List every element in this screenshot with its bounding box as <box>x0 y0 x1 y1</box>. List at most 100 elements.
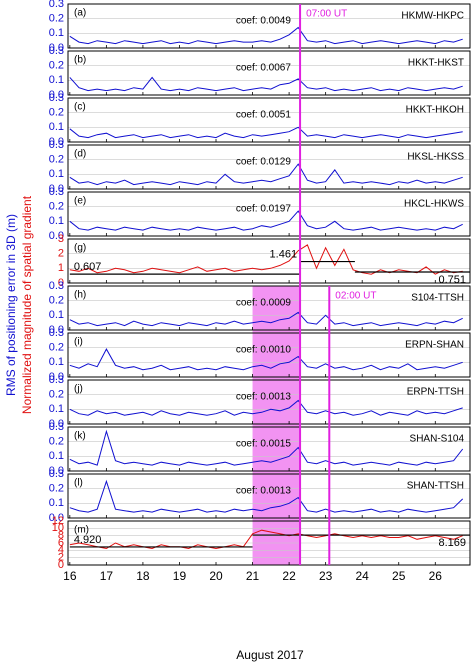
y-tick-label: 2 <box>58 552 64 564</box>
panel-tag: (d) <box>74 149 86 160</box>
station-pair: HKCL-HKWS <box>404 199 464 210</box>
y-tick-label: 0.1 <box>49 309 64 321</box>
x-tick-label: 21 <box>246 569 260 583</box>
x-tick-label: 23 <box>319 569 333 583</box>
y-tick-label: 0.2 <box>49 295 64 307</box>
station-pair: ERPN-TTSH <box>407 387 464 398</box>
y-tick-label: 0.3 <box>49 327 64 339</box>
y-tick-label: 0.1 <box>49 168 64 180</box>
x-tick-label: 17 <box>100 569 114 583</box>
data-line <box>69 26 463 45</box>
y-tick-label: 0.3 <box>49 280 64 292</box>
panel-frame <box>67 50 471 96</box>
y-tick-label: 0.3 <box>49 92 64 104</box>
y-tick-label: 0.2 <box>49 154 64 166</box>
panel-frame <box>67 191 471 237</box>
shaded-interval <box>252 286 301 565</box>
panel-tag: (a) <box>74 8 86 19</box>
y-tick-label: 4 <box>58 544 64 556</box>
mean-label: 1.461 <box>270 248 298 260</box>
panel-tag: (c) <box>74 102 86 113</box>
y-tick-label: 0.2 <box>49 389 64 401</box>
y-tick-label: 0.2 <box>49 107 64 119</box>
y-tick-label: 0.2 <box>49 201 64 213</box>
x-tick-label: 16 <box>63 569 77 583</box>
x-tick-label: 20 <box>209 569 223 583</box>
coef-label: coef: 0.0015 <box>236 439 291 450</box>
y-tick-label: 3 <box>58 233 64 245</box>
data-line <box>69 429 464 466</box>
y-tick-label: 0.3 <box>49 45 64 57</box>
y-tick-label: 0.2 <box>49 483 64 495</box>
coef-label: coef: 0.0067 <box>236 63 291 74</box>
y-tick-label: 0.0 <box>49 183 64 195</box>
station-pair: HKMW-HKPC <box>401 11 464 22</box>
station-pair: S104-TTSH <box>411 293 464 304</box>
panel-frame <box>67 473 471 519</box>
panel-frame <box>67 285 471 331</box>
y-tick-label: 0.1 <box>49 356 64 368</box>
data-line <box>69 399 463 416</box>
panel-tag: (i) <box>74 337 83 348</box>
coef-label: coef: 0.0049 <box>236 16 291 27</box>
y-tick-label: 6 <box>58 537 64 549</box>
data-line <box>69 210 463 231</box>
panel-frame <box>67 520 471 566</box>
coef-label: coef: 0.0197 <box>236 204 291 215</box>
event-label: 02:00 UT <box>335 291 376 302</box>
y-tick-label: 0.0 <box>49 136 64 148</box>
mean-label: 0.607 <box>74 261 102 273</box>
y-tick-label: 8 <box>58 530 64 542</box>
y-tick-label: 0.3 <box>49 186 64 198</box>
event-label: 07:00 UT <box>306 9 347 20</box>
data-line <box>69 76 463 92</box>
station-pair: SHAN-S104 <box>410 434 465 445</box>
y-tick-label: 0.0 <box>49 371 64 383</box>
coef-label: coef: 0.0051 <box>236 110 291 121</box>
station-pair: ERPN-SHAN <box>405 340 464 351</box>
y-tick-label: 0.1 <box>49 450 64 462</box>
y-tick-label: 0.3 <box>49 374 64 386</box>
y-tick-label: 0.2 <box>49 60 64 72</box>
data-line <box>69 311 463 327</box>
panel-frame <box>67 144 471 190</box>
x-tick-label: 22 <box>282 569 296 583</box>
panel-tag: (g) <box>74 243 86 254</box>
y-tick-label: 2 <box>58 248 64 260</box>
y-tick-label: 0.0 <box>49 418 64 430</box>
y-tick-label: 0.3 <box>49 468 64 480</box>
panel-frame <box>67 3 471 49</box>
panel-frame <box>67 332 471 378</box>
station-pair: HKKT-HKST <box>408 58 464 69</box>
y-tick-label: 0.0 <box>49 42 64 54</box>
panel-tag: (k) <box>74 431 86 442</box>
y-tick-label: 0.1 <box>49 497 64 509</box>
x-tick-label: 19 <box>173 569 187 583</box>
x-tick-label: 25 <box>392 569 406 583</box>
y-tick-label: 0.0 <box>49 465 64 477</box>
coef-label: coef: 0.0009 <box>236 298 291 309</box>
station-pair: HKKT-HKOH <box>406 105 464 116</box>
panel-frame <box>67 379 471 425</box>
y-tick-label: 0.1 <box>49 403 64 415</box>
panel-frame <box>67 426 471 472</box>
y-tick-label: 0.0 <box>49 230 64 242</box>
station-pair: SHAN-TTSH <box>407 481 464 492</box>
x-axis-label: August 2017 <box>236 648 304 662</box>
y-tick-label: 0.1 <box>49 215 64 227</box>
data-line <box>69 529 463 550</box>
y-tick-label: 0.1 <box>49 27 64 39</box>
data-line <box>69 126 463 139</box>
mean-label: 4.920 <box>74 534 102 546</box>
y-tick-label: 0.1 <box>49 74 64 86</box>
y-tick-label: 0.3 <box>49 139 64 151</box>
y-tick-label: 0 <box>58 277 64 289</box>
y-tick-label: 0.0 <box>49 512 64 524</box>
y-tick-label: 0.2 <box>49 13 64 25</box>
y-axis-label: RMS of positioning error in 3D (m) <box>4 214 18 396</box>
panel-tag: (j) <box>74 384 83 395</box>
station-pair: HKSL-HKSS <box>407 152 464 163</box>
y-tick-label: 12 <box>52 515 64 527</box>
data-line <box>69 244 463 275</box>
data-line <box>69 479 464 513</box>
